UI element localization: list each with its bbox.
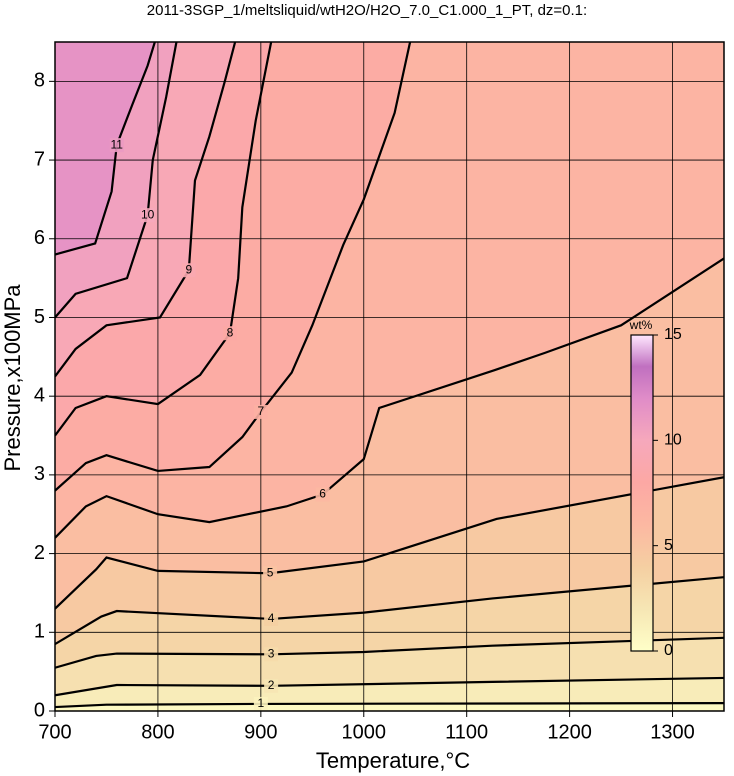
colorbar <box>630 334 654 652</box>
contour-line <box>55 702 724 709</box>
contour-label: 3 <box>268 647 275 661</box>
y-tick-label: 2 <box>34 542 45 564</box>
contour-label: 7 <box>258 404 265 418</box>
x-tick-label: 700 <box>38 721 71 743</box>
x-tick-label: 800 <box>141 721 174 743</box>
y-tick-label: 3 <box>34 463 45 485</box>
colorbar-tick-label: 15 <box>664 326 682 343</box>
colorbar-tick-label: 0 <box>664 642 673 659</box>
contour-label: 1 <box>258 696 265 710</box>
x-axis-label: Temperature,°C <box>316 748 470 773</box>
x-tick-label: 1100 <box>445 721 488 743</box>
colorbar-tick-label: 10 <box>664 432 682 449</box>
contour-label-bg <box>181 263 196 278</box>
contour-line <box>55 476 724 610</box>
contour-label-bg <box>253 404 268 419</box>
x-tick-label: 1000 <box>342 721 387 743</box>
contour-label: 5 <box>267 565 274 579</box>
contour-label: 8 <box>227 325 234 339</box>
contour-line <box>55 42 273 437</box>
y-tick-label: 6 <box>34 227 45 249</box>
contour-label: 4 <box>268 611 275 625</box>
plot-frame <box>54 41 725 712</box>
y-tick-label: 0 <box>34 699 45 721</box>
contour-label-bg <box>264 647 279 662</box>
x-tick-label: 1300 <box>650 721 695 743</box>
y-tick-label: 8 <box>34 70 45 92</box>
chart-title: 2011-3SGP_1/meltsliquid/wtH2O/H2O_7.0_C1… <box>147 2 587 19</box>
contour-label-bg <box>253 696 268 711</box>
x-tick-label: 900 <box>244 721 277 743</box>
contour-label-bg <box>315 487 330 502</box>
y-tick-label: 7 <box>34 148 45 170</box>
contour-label: 9 <box>185 262 192 276</box>
y-axis-label: Pressure,x100MPa <box>0 284 25 472</box>
contour-label-bg <box>264 611 279 626</box>
plot-area: 12 3 4 5 6 7 8 9 10 11 <box>55 42 724 711</box>
contour-label-bg <box>263 566 278 581</box>
contour-band <box>55 42 155 255</box>
x-tick-label: 1200 <box>547 721 592 743</box>
y-tick-label: 5 <box>34 306 45 328</box>
contour-label-bg <box>264 678 279 693</box>
colorbar-tick-label: 5 <box>664 537 673 554</box>
y-tick-label: 4 <box>34 384 45 406</box>
contour-label-bg <box>140 208 155 223</box>
contour-label: 6 <box>319 487 326 501</box>
colorbar-label: wt% <box>629 318 653 332</box>
contour-label: 2 <box>268 678 275 692</box>
contour-label: 10 <box>141 207 155 221</box>
contour-label-bg <box>109 138 124 153</box>
contour-label-bg <box>222 326 237 341</box>
y-tick-label: 1 <box>34 621 45 643</box>
contour-label: 11 <box>111 137 124 151</box>
